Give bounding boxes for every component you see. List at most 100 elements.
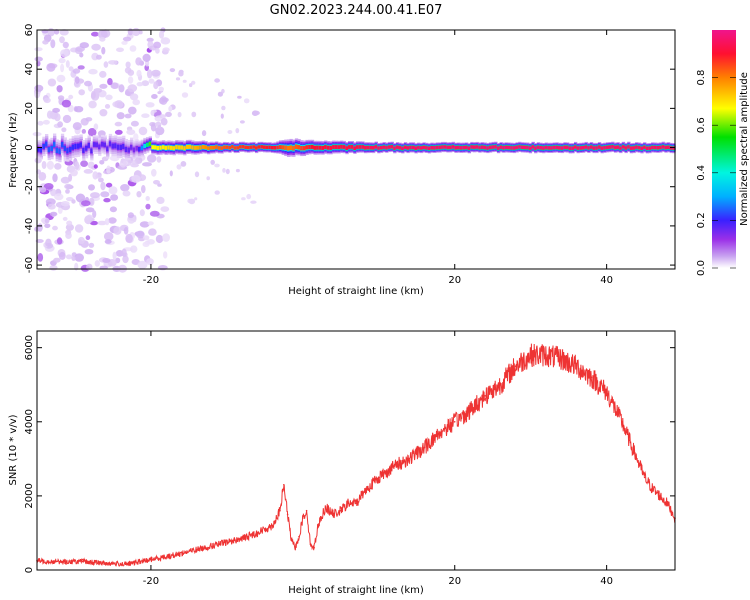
snr-data-point	[408, 458, 411, 460]
spectrogram-speckle	[126, 129, 136, 136]
spectrogram-speckle	[246, 193, 252, 200]
spectrogram-band-cell	[53, 141, 57, 148]
spectrogram-speckle	[84, 80, 92, 87]
spectrogram-band-cell	[74, 143, 78, 149]
spectrogram-speckle	[104, 239, 112, 244]
spectrogram-speckle	[42, 119, 50, 125]
spectrogram-speckle	[147, 154, 157, 163]
spectrogram-band-cell	[281, 145, 285, 150]
spectrogram-band-cell	[270, 146, 275, 150]
spectrogram-band-cell	[138, 147, 142, 152]
spectrogram-speckle	[143, 235, 150, 241]
spectrogram-band-cell	[542, 146, 546, 150]
snr-data-point	[59, 561, 61, 563]
spectrogram-speckle	[92, 210, 97, 219]
spectrogram-speckle	[54, 163, 62, 170]
spectrogram-band-cell	[438, 145, 442, 150]
spectrogram-band-cell	[459, 146, 463, 150]
spectrogram-speckle	[109, 206, 117, 213]
spectrogram-band-cell	[50, 145, 54, 152]
spectrogram-band-cell	[273, 146, 277, 150]
spectrogram-speckle	[45, 238, 52, 247]
snr-data-point	[628, 439, 631, 442]
spectrogram-band-cell	[212, 145, 216, 150]
spectrogram-speckle	[151, 168, 157, 177]
spectrogram-band-cell	[555, 145, 559, 150]
spectrogram-band-cell	[233, 146, 237, 150]
spectrogram-speckle	[155, 126, 165, 136]
spectrogram-speckle	[88, 242, 95, 248]
spectrogram-band-cell	[244, 145, 248, 149]
spectrogram-band-cell	[111, 143, 115, 149]
snr-data-point	[378, 476, 380, 479]
spectrogram-band-cell	[60, 142, 65, 148]
spectrogram-speckle	[191, 111, 197, 118]
y-tick-label: 0	[24, 144, 35, 150]
spectrogram-band-cell	[175, 145, 179, 150]
spectrogram-speckle	[175, 77, 181, 81]
spectrogram-band-cell	[268, 145, 272, 149]
spectrogram-band-cell	[193, 145, 198, 150]
spectrogram-speckle	[148, 228, 157, 236]
spectrogram-band-cell	[483, 145, 487, 150]
spectrogram-speckle	[81, 129, 87, 134]
spectrogram-speckle	[237, 95, 242, 99]
spectrogram-heatmap	[32, 27, 676, 273]
spectrogram-speckle	[60, 49, 69, 58]
spectrogram-speckle	[34, 84, 44, 92]
y-tick-label: 4000	[24, 409, 35, 434]
spectrogram-band-cell	[164, 145, 168, 150]
spectrogram-band-cell	[241, 145, 245, 149]
y-tick-label: 60	[24, 24, 35, 37]
spectrogram-band-cell	[161, 145, 166, 150]
spectrogram-speckle	[47, 78, 57, 87]
spectrogram-speckle	[83, 169, 94, 174]
spectrogram-band-cell	[587, 146, 591, 150]
spectrogram-band-cell	[122, 143, 126, 150]
spectrogram-band-cell	[58, 148, 62, 154]
spectrogram-speckle	[39, 186, 47, 193]
spectrogram-speckle	[116, 112, 125, 120]
spectrogram-band-cell	[446, 145, 450, 150]
spectrogram-band-cell	[510, 146, 514, 150]
y-tick-label: 0	[24, 567, 35, 573]
spectrogram-speckle	[191, 80, 196, 85]
spectrogram-band-cell	[68, 146, 73, 153]
spectrogram-band-cell	[494, 145, 498, 149]
spectrogram-speckle	[62, 216, 68, 221]
spectrogram-speckle	[90, 192, 100, 199]
spectrogram-speckle	[75, 193, 86, 203]
spectrogram-speckle	[74, 106, 84, 113]
spectrogram-band-cell	[76, 143, 81, 149]
x-tick-label: -20	[143, 275, 159, 286]
spectrogram-band-cell	[196, 145, 200, 150]
snr-data-point	[286, 513, 289, 516]
snr-data-point	[324, 506, 327, 508]
spectrogram-speckle	[105, 182, 113, 188]
spectrogram-speckle	[129, 93, 139, 101]
spectrogram-band-cell	[411, 145, 416, 150]
spectrogram-speckle	[52, 173, 58, 183]
spectrogram-band-cell	[643, 145, 647, 149]
spectrogram-speckle	[128, 106, 137, 115]
spectrogram-band-cell	[177, 145, 182, 150]
spectrogram-speckle	[114, 129, 123, 135]
spectrogram-speckle	[66, 197, 74, 202]
spectrogram-band-cell	[228, 146, 232, 150]
snr-data-point	[283, 484, 285, 486]
spectrogram-band-cell	[382, 145, 386, 149]
colorbar-tick-label: 0.8	[696, 70, 707, 86]
spectrogram-band-cell	[350, 145, 354, 149]
spectrogram-band-cell	[608, 145, 612, 149]
spectrogram-speckle	[103, 232, 114, 241]
spectrogram-band-cell	[656, 146, 660, 150]
spectrogram-band-cell	[215, 145, 219, 149]
spectrogram-speckle	[146, 37, 154, 43]
spectrogram-band-cell	[568, 146, 572, 150]
snr-data-point	[545, 354, 547, 356]
spectrogram-speckle	[56, 74, 66, 83]
spectrogram-speckle	[53, 257, 61, 263]
spectrogram-speckle	[110, 82, 119, 89]
spectrogram-speckle	[201, 130, 207, 137]
spectrogram-speckle	[110, 194, 119, 201]
